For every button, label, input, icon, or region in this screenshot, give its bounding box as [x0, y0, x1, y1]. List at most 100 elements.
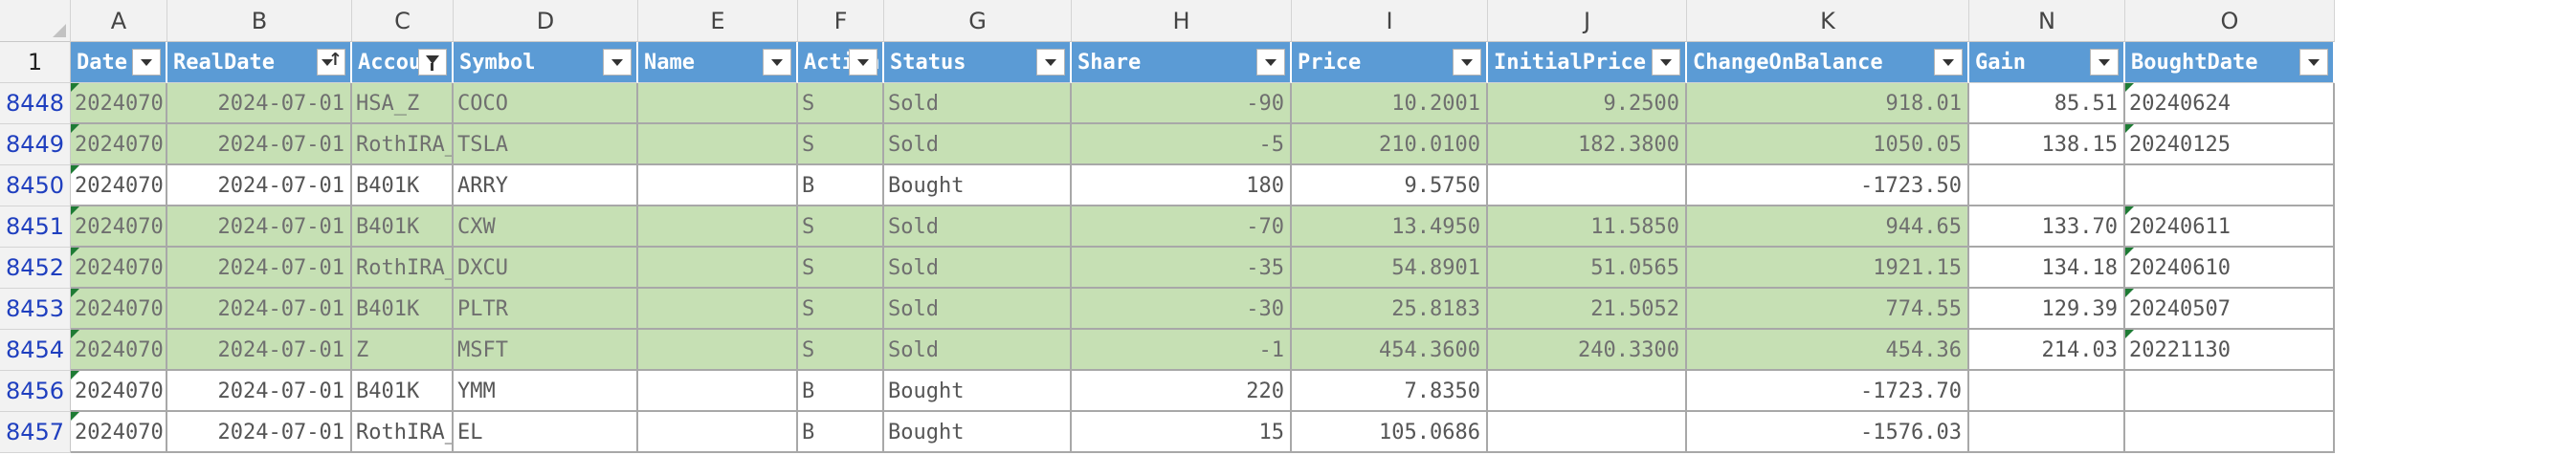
cell-price[interactable]: 210.0100 [1292, 124, 1488, 165]
filter-dropdown-icon[interactable] [132, 49, 161, 76]
column-letter-g[interactable]: G [884, 0, 1072, 42]
cell-initialprice[interactable] [1488, 165, 1687, 206]
cell-status[interactable]: Sold [884, 124, 1072, 165]
column-letter-a[interactable]: A [71, 0, 167, 42]
row-number[interactable]: 8449 [0, 124, 71, 165]
cell-share[interactable]: 220 [1072, 371, 1292, 412]
cell-realdate[interactable]: 2024-07-01 [167, 165, 352, 206]
cell-changeonbalance[interactable]: 454.36 [1687, 330, 1969, 371]
filter-dropdown-icon[interactable] [1652, 49, 1680, 76]
cell-symbol[interactable]: MSFT [454, 330, 638, 371]
error-indicator-icon[interactable] [71, 206, 79, 215]
header-date[interactable]: Date [71, 42, 167, 83]
cell-account[interactable]: Z [352, 330, 454, 371]
header-action[interactable]: Action [798, 42, 884, 83]
cell-account[interactable]: B401K [352, 371, 454, 412]
row-number[interactable]: 8453 [0, 289, 71, 330]
cell-action[interactable]: B [798, 371, 884, 412]
cell-boughtdate[interactable] [2125, 412, 2335, 453]
cell-name[interactable] [638, 371, 798, 412]
column-letter-j[interactable]: J [1488, 0, 1687, 42]
cell-account[interactable]: RothIRA_Z [352, 124, 454, 165]
cell-action[interactable]: S [798, 206, 884, 248]
cell-realdate[interactable]: 2024-07-01 [167, 412, 352, 453]
cell-boughtdate[interactable] [2125, 371, 2335, 412]
column-letter-i[interactable]: I [1292, 0, 1488, 42]
cell-changeonbalance[interactable]: -1723.50 [1687, 165, 1969, 206]
cell-price[interactable]: 13.4950 [1292, 206, 1488, 248]
cell-changeonbalance[interactable]: 918.01 [1687, 83, 1969, 124]
error-indicator-icon[interactable] [71, 124, 79, 133]
cell-initialprice[interactable] [1488, 371, 1687, 412]
cell-date[interactable]: 20240701 [71, 124, 167, 165]
filter-dropdown-icon[interactable] [2090, 49, 2119, 76]
row-number[interactable]: 8456 [0, 371, 71, 412]
cell-status[interactable]: Bought [884, 412, 1072, 453]
column-letter-h[interactable]: H [1072, 0, 1292, 42]
cell-name[interactable] [638, 412, 798, 453]
cell-initialprice[interactable]: 240.3300 [1488, 330, 1687, 371]
error-indicator-icon[interactable] [2125, 289, 2134, 297]
cell-share[interactable]: -90 [1072, 83, 1292, 124]
cell-status[interactable]: Sold [884, 206, 1072, 248]
row-number[interactable]: 8457 [0, 412, 71, 453]
filter-dropdown-icon[interactable] [1256, 49, 1285, 76]
cell-date[interactable]: 20240701 [71, 289, 167, 330]
cell-initialprice[interactable]: 11.5850 [1488, 206, 1687, 248]
cell-changeonbalance[interactable]: 944.65 [1687, 206, 1969, 248]
cell-account[interactable]: HSA_Z [352, 83, 454, 124]
cell-share[interactable]: -70 [1072, 206, 1292, 248]
filter-dropdown-icon[interactable] [1453, 49, 1481, 76]
error-indicator-icon[interactable] [2125, 206, 2134, 215]
cell-date[interactable]: 20240701 [71, 206, 167, 248]
cell-initialprice[interactable]: 182.3800 [1488, 124, 1687, 165]
cell-gain[interactable] [1969, 412, 2125, 453]
cell-account[interactable]: B401K [352, 165, 454, 206]
cell-share[interactable]: 15 [1072, 412, 1292, 453]
cell-boughtdate[interactable]: 20240507 [2125, 289, 2335, 330]
header-price[interactable]: Price [1292, 42, 1488, 83]
cell-symbol[interactable]: DXCU [454, 248, 638, 289]
cell-account[interactable]: RothIRA_Z [352, 412, 454, 453]
column-letter-f[interactable]: F [798, 0, 884, 42]
cell-symbol[interactable]: PLTR [454, 289, 638, 330]
header-initialprice[interactable]: InitialPrice [1488, 42, 1687, 83]
row-number[interactable]: 1 [0, 42, 71, 83]
cell-gain[interactable] [1969, 371, 2125, 412]
cell-status[interactable]: Bought [884, 371, 1072, 412]
header-account[interactable]: Account [352, 42, 454, 83]
cell-initialprice[interactable]: 9.2500 [1488, 83, 1687, 124]
cell-boughtdate[interactable]: 20240610 [2125, 248, 2335, 289]
cell-initialprice[interactable]: 51.0565 [1488, 248, 1687, 289]
cell-boughtdate[interactable]: 20221130 [2125, 330, 2335, 371]
header-boughtdate[interactable]: BoughtDate [2125, 42, 2335, 83]
cell-boughtdate[interactable]: 20240624 [2125, 83, 2335, 124]
cell-realdate[interactable]: 2024-07-01 [167, 83, 352, 124]
cell-changeonbalance[interactable]: -1723.70 [1687, 371, 1969, 412]
cell-status[interactable]: Sold [884, 289, 1072, 330]
cell-share[interactable]: -35 [1072, 248, 1292, 289]
cell-date[interactable]: 20240701 [71, 371, 167, 412]
filter-dropdown-icon[interactable] [849, 49, 877, 76]
cell-account[interactable]: RothIRA_Z [352, 248, 454, 289]
header-gain[interactable]: Gain [1969, 42, 2125, 83]
cell-action[interactable]: S [798, 289, 884, 330]
cell-date[interactable]: 20240701 [71, 165, 167, 206]
cell-status[interactable]: Bought [884, 165, 1072, 206]
cell-changeonbalance[interactable]: 1921.15 [1687, 248, 1969, 289]
column-letter-e[interactable]: E [638, 0, 798, 42]
header-name[interactable]: Name [638, 42, 798, 83]
cell-initialprice[interactable]: 21.5052 [1488, 289, 1687, 330]
cell-price[interactable]: 10.2001 [1292, 83, 1488, 124]
cell-symbol[interactable]: CXW [454, 206, 638, 248]
cell-symbol[interactable]: YMM [454, 371, 638, 412]
filter-dropdown-icon[interactable] [2299, 49, 2328, 76]
cell-name[interactable] [638, 165, 798, 206]
cell-price[interactable]: 105.0686 [1292, 412, 1488, 453]
error-indicator-icon[interactable] [71, 83, 79, 92]
cell-price[interactable]: 25.8183 [1292, 289, 1488, 330]
header-changeonbalance[interactable]: ChangeOnBalance [1687, 42, 1969, 83]
header-status[interactable]: Status [884, 42, 1072, 83]
cell-gain[interactable]: 129.39 [1969, 289, 2125, 330]
